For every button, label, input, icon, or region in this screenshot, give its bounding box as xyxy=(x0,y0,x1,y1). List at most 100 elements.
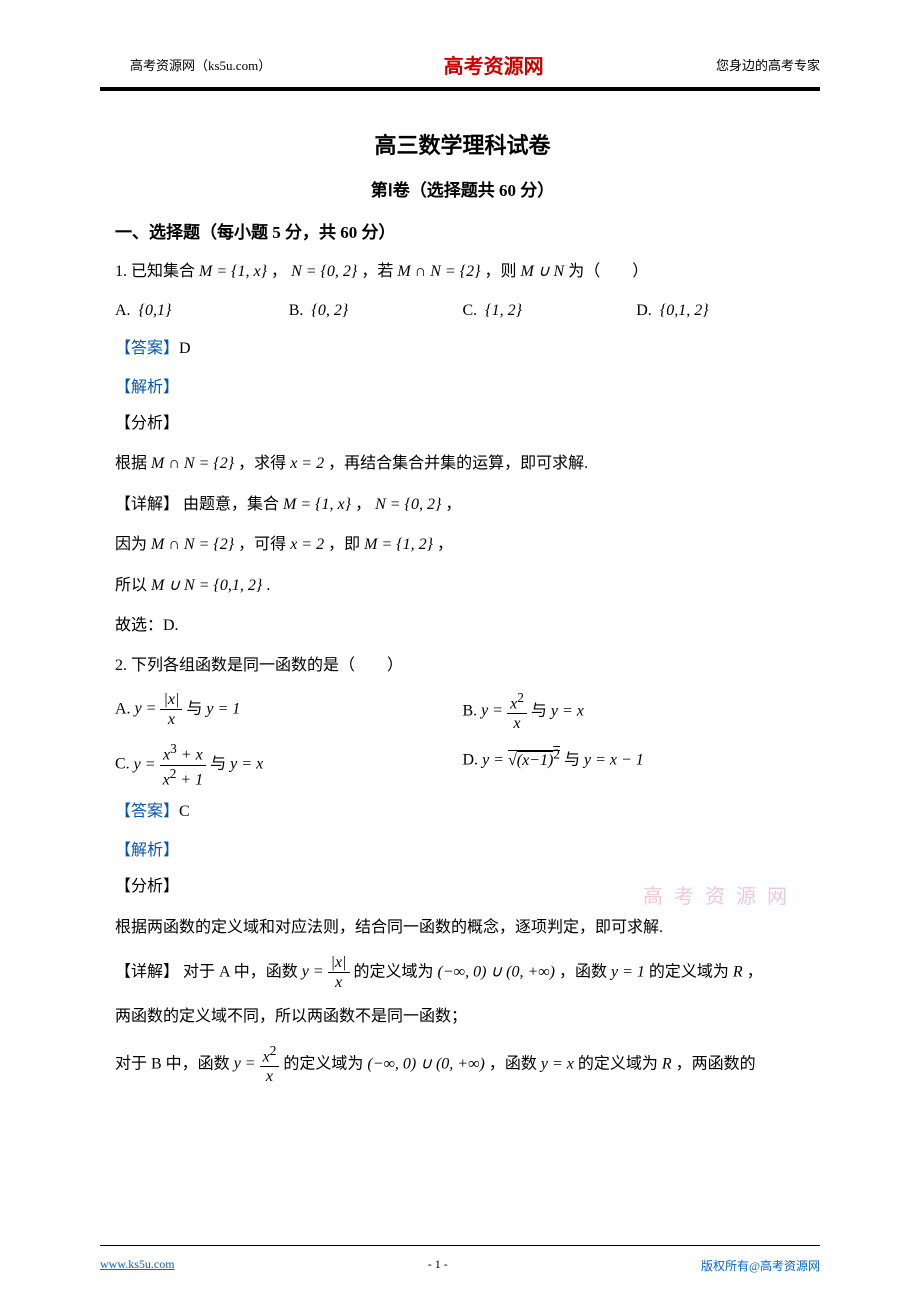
footer-rule xyxy=(100,1245,820,1246)
answer-value: D xyxy=(179,340,191,357)
header-center-logo-text: 高考资源网 xyxy=(444,50,544,79)
math: y = x xyxy=(230,756,263,773)
math: y = x xyxy=(541,1055,574,1072)
math: (−∞, 0) ∪ (0, +∞) xyxy=(438,963,555,980)
text: 的定义域为 xyxy=(283,1055,367,1072)
q1-option-d: D. {0,1, 2} xyxy=(636,296,810,326)
label: C. xyxy=(115,756,134,773)
text: 的定义域为 xyxy=(649,963,733,980)
q2-detail-a-line1: 【详解】 对于 A 中，函数 y = |x|x 的定义域为 (−∞, 0) ∪ … xyxy=(115,953,810,992)
answer-label: 【答案】 xyxy=(115,340,179,357)
q1-stem: 1. 已知集合 M = {1, x} ， N = {0, 2} ，若 M ∩ N… xyxy=(115,257,810,287)
text: ，函数 xyxy=(489,1055,541,1072)
math: y = 1 xyxy=(611,963,645,980)
q1-detail-line1: 【详解】 由题意，集合 M = {1, x} ， N = {0, 2} ， xyxy=(115,490,810,520)
math: x = 2 xyxy=(290,536,324,553)
footer-right-text: 版权所有@高考资源网 xyxy=(701,1257,820,1274)
text: 与 xyxy=(210,756,230,773)
document-subtitle: 第Ⅰ卷（选择题共 60 分） xyxy=(115,175,810,207)
text: ，则 xyxy=(485,263,521,280)
math: M ∩ N = {2} xyxy=(151,536,234,553)
section-heading: 一、选择题（每小题 5 分，共 60 分） xyxy=(115,217,810,249)
text: ，若 xyxy=(361,263,397,280)
math: y = |x|x xyxy=(135,700,187,717)
detail-label: 【详解】 xyxy=(115,963,179,980)
math: (−∞, 0) ∪ (0, +∞) xyxy=(367,1055,484,1072)
math: M ∩ N = {2} xyxy=(397,263,480,280)
q2-stem: 2. 下列各组函数是同一函数的是（ ） xyxy=(115,651,810,681)
footer-left-link[interactable]: www.ks5u.com xyxy=(100,1257,175,1274)
math: y = 1 xyxy=(206,700,240,717)
math: y = √(x−1)2 xyxy=(482,750,560,769)
text: 与 xyxy=(531,702,551,719)
math: R xyxy=(733,963,743,980)
text: ， xyxy=(355,496,375,513)
q1-option-b: B. {0, 2} xyxy=(289,296,463,326)
q2-detail-b-line: 对于 B 中，函数 y = x2x 的定义域为 (−∞, 0) ∪ (0, +∞… xyxy=(115,1043,810,1087)
detail-label: 【详解】 xyxy=(115,496,179,513)
math: M = {1, x} xyxy=(283,496,351,513)
q2-option-b: B. y = x2x 与 y = x xyxy=(463,690,811,734)
answer-value: C xyxy=(179,803,190,820)
label: D. xyxy=(463,752,483,769)
q1-guxuan: 故选：D. xyxy=(115,611,810,641)
text: ，可得 xyxy=(238,536,290,553)
math: M ∪ N xyxy=(521,263,565,280)
document-title: 高三数学理科试卷 xyxy=(115,125,810,167)
q2-detail-a-line2: 两函数的定义域不同，所以两函数不是同一函数； xyxy=(115,1002,810,1032)
q2-options-row2: C. y = x3 + xx2 + 1 与 y = x D. y = √(x−1… xyxy=(115,741,810,789)
page: 高考资源网（ks5u.com） 高考资源网 您身边的高考专家 高三数学理科试卷 … xyxy=(0,0,920,1302)
q2-option-a: A. y = |x|x 与 y = 1 xyxy=(115,690,463,734)
math: y = |x|x xyxy=(302,963,354,980)
text: 的定义域为 xyxy=(354,963,438,980)
text: ， xyxy=(271,263,291,280)
text: 对于 A 中，函数 xyxy=(183,963,302,980)
text: ，两函数的 xyxy=(676,1055,756,1072)
page-footer: www.ks5u.com - 1 - 版权所有@高考资源网 xyxy=(0,1257,920,1274)
header-right-text: 您身边的高考专家 xyxy=(716,55,820,74)
watermark-text: 高 考 资 源 网 xyxy=(643,880,790,909)
math: y = x2x xyxy=(234,1055,284,1072)
math: x = 2 xyxy=(290,455,324,472)
math: R xyxy=(662,1055,672,1072)
text: . xyxy=(266,577,270,594)
q2-fenxi-text: 根据两函数的定义域和对应法则，结合同一函数的概念，逐项判定，即可求解. xyxy=(115,913,810,943)
q1-detail-line3: 所以 M ∪ N = {0,1, 2} . xyxy=(115,571,810,601)
text: 对于 B 中，函数 xyxy=(115,1055,234,1072)
q2-analysis-label: 【解析】 xyxy=(115,836,810,866)
text: 因为 xyxy=(115,536,151,553)
q1-answer: 【答案】D xyxy=(115,334,810,364)
math: y = x − 1 xyxy=(584,752,644,769)
label: A. xyxy=(115,700,135,717)
text: 所以 xyxy=(115,577,151,594)
math: M ∩ N = {2} xyxy=(151,455,234,472)
q2-answer: 【答案】C xyxy=(115,797,810,827)
document-body: 高三数学理科试卷 第Ⅰ卷（选择题共 60 分） 一、选择题（每小题 5 分，共 … xyxy=(0,91,920,1086)
math: N = {0, 2} xyxy=(375,496,441,513)
text: 与 xyxy=(564,752,584,769)
q1-option-c: C. {1, 2} xyxy=(463,296,637,326)
q1-fenxi-label: 【分析】 xyxy=(115,409,810,439)
math: y = x2x xyxy=(481,702,531,719)
answer-label: 【答案】 xyxy=(115,803,179,820)
text: ，求得 xyxy=(238,455,290,472)
q1-option-a: A. A. {0,1}{0,1} xyxy=(115,296,289,326)
page-header: 高考资源网（ks5u.com） 高考资源网 您身边的高考专家 xyxy=(0,0,920,85)
q2-option-c: C. y = x3 + xx2 + 1 与 y = x xyxy=(115,741,463,789)
q1-fenxi-text: 根据 M ∩ N = {2} ，求得 x = 2 ，再结合集合并集的运算，即可求… xyxy=(115,449,810,479)
text: ，函数 xyxy=(559,963,611,980)
q1-options: A. A. {0,1}{0,1} B. {0, 2} C. {1, 2} D. … xyxy=(115,296,810,326)
q1-analysis-label: 【解析】 xyxy=(115,373,810,403)
text: 的定义域为 xyxy=(578,1055,662,1072)
math: M = {1, 2} xyxy=(364,536,433,553)
text: 为（ ） xyxy=(568,263,648,280)
text: ，再结合集合并集的运算，即可求解. xyxy=(328,455,588,472)
text: 根据 xyxy=(115,455,151,472)
math: M ∪ N = {0,1, 2} xyxy=(151,577,262,594)
text: 与 xyxy=(186,700,206,717)
label: B. xyxy=(463,702,482,719)
text: 1. 已知集合 xyxy=(115,263,199,280)
math: y = x xyxy=(551,702,584,719)
text: ， xyxy=(747,963,763,980)
math: N = {0, 2} xyxy=(291,263,357,280)
